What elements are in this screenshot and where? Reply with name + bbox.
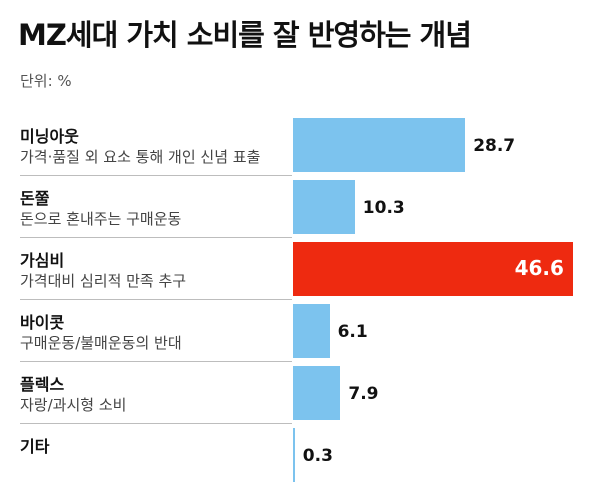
bar [293, 304, 330, 358]
category-label: 돈쭐 [20, 189, 50, 208]
row-divider [20, 423, 292, 424]
data-label: 28.7 [473, 136, 516, 156]
bar [293, 180, 355, 234]
category-description: 돈으로 혼내주는 구매운동 [20, 210, 182, 228]
data-label: 10.3 [362, 198, 405, 218]
category-label: 미닝아웃 [20, 127, 79, 146]
bar [293, 242, 573, 296]
category-description: 가격·품질 외 요소 통해 개인 신념 표출 [20, 148, 261, 166]
data-label: 7.9 [348, 384, 379, 404]
data-label: 46.6 [514, 256, 564, 280]
row-divider [20, 237, 292, 238]
bar [293, 428, 295, 482]
bar [293, 366, 341, 420]
category-label: 바이콧 [20, 313, 65, 332]
row-divider [20, 361, 292, 362]
category-label: 기타 [20, 437, 50, 456]
category-label: 플렉스 [20, 375, 65, 394]
category-description: 가격대비 심리적 만족 추구 [20, 272, 187, 290]
row-divider [20, 175, 292, 176]
chart-title: MZ세대 가치 소비를 잘 반영하는 개념 [18, 18, 472, 52]
category-label: 가심비 [20, 251, 65, 270]
category-description: 자랑/과시형 소비 [20, 396, 127, 414]
data-label: 0.3 [302, 446, 333, 466]
row-divider [20, 299, 292, 300]
bar [293, 118, 466, 172]
data-label: 6.1 [337, 322, 368, 342]
category-description: 구매운동/불매운동의 반대 [20, 334, 182, 352]
unit-label: 단위: % [20, 72, 72, 90]
